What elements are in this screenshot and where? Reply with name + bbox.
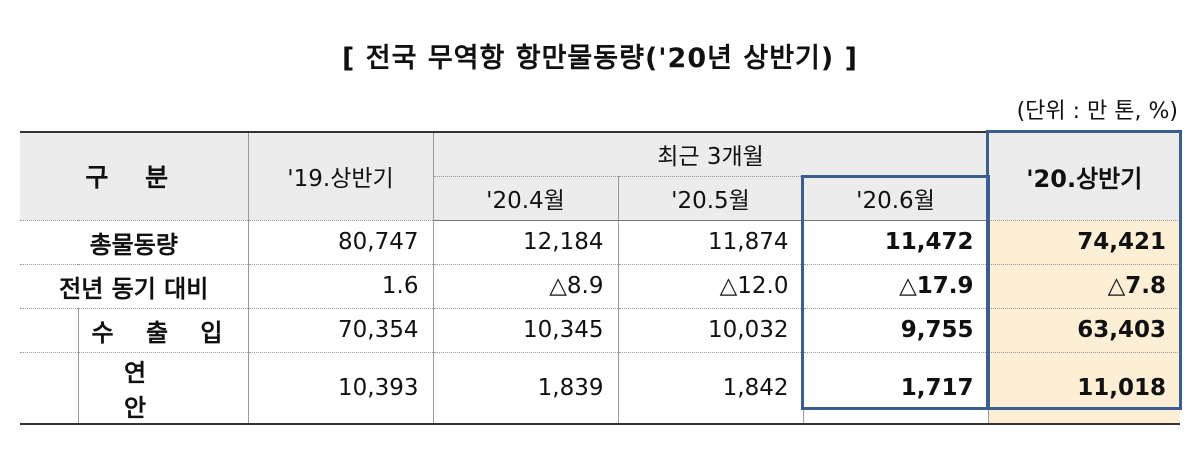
cell-2020-jun: △17.9 (802, 263, 989, 309)
cell-2020-may: 10,032 (617, 307, 804, 353)
table-row-coastal: 연 안 10,393 1,839 1,842 1,717 11,018 (20, 351, 1181, 425)
cell-2020-may: 11,874 (617, 219, 804, 265)
cell-2019-h1: 10,393 (247, 351, 434, 425)
header-2020-may: '20.5월 (617, 175, 804, 221)
cell-2020-may: △12.0 (617, 263, 804, 309)
row-label: 총물동량 (20, 219, 249, 265)
cell-2020-h1: 63,403 (987, 307, 1181, 353)
header-recent-3-months: 최근 3개월 (432, 131, 989, 177)
cell-2020-h1: △7.8 (987, 263, 1181, 309)
cell-2020-apr: 12,184 (432, 219, 619, 265)
cell-2019-h1: 1.6 (247, 263, 434, 309)
table-row-import-export: 수 출 입 70,354 10,345 10,032 9,755 63,403 (20, 307, 1181, 353)
row-label: 연 안 (77, 351, 249, 425)
header-2020-h1: '20.상반기 (987, 131, 1181, 221)
indent-cell (20, 307, 79, 353)
cell-2020-jun: 11,472 (802, 219, 989, 265)
cell-2020-apr: 1,839 (432, 351, 619, 425)
cargo-volume-table: 구 분 '19.상반기 최근 3개월 '20.상반기 '20.4월 '20.5월… (20, 131, 1181, 425)
row-label: 전년 동기 대비 (20, 263, 249, 309)
header-2019-h1: '19.상반기 (247, 131, 434, 221)
header-2020-apr: '20.4월 (433, 175, 619, 221)
cell-2020-h1: 11,018 (987, 351, 1181, 425)
cell-2020-jun: 1,717 (802, 351, 989, 425)
cell-2020-apr: 10,345 (432, 307, 619, 353)
table-row-total: 총물동량 80,747 12,184 11,874 11,472 74,421 (20, 219, 1181, 265)
cell-2020-h1: 74,421 (987, 219, 1181, 265)
unit-note: (단위 : 만 톤, %) (1016, 99, 1178, 124)
row-label: 수 출 입 (77, 307, 249, 353)
header-category: 구 분 (20, 131, 249, 221)
table-title: [ 전국 무역항 항만물동량('20년 상반기) ] (342, 43, 858, 74)
table-row-yoy: 전년 동기 대비 1.6 △8.9 △12.0 △17.9 △7.8 (20, 263, 1181, 309)
cell-2020-apr: △8.9 (432, 263, 619, 309)
header-2020-jun: '20.6월 (802, 175, 989, 221)
cell-2019-h1: 70,354 (247, 307, 434, 353)
cell-2020-jun: 9,755 (802, 307, 989, 353)
cell-2019-h1: 80,747 (247, 219, 434, 265)
cell-2020-may: 1,842 (617, 351, 804, 425)
indent-cell (20, 351, 79, 425)
